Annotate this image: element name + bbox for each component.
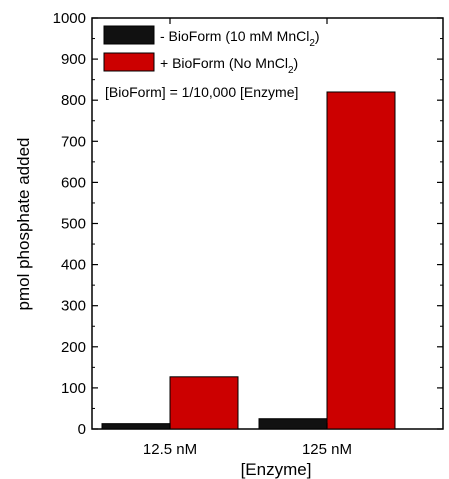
bar-1-2 [258,418,328,430]
legend-label-series-2: + BioForm (No MnCl2) [160,55,298,76]
legend-swatch-series-2 [103,52,155,72]
x-tick-label-1: 12.5 nM [143,441,197,458]
bar-1-1 [101,423,171,430]
legend: - BioForm (10 mM MnCl2) + BioForm (No Mn… [103,25,320,76]
bars-layer [101,91,396,430]
y-tick-label-900: 900 [61,51,86,68]
y-tick-label-600: 600 [61,174,86,191]
y-tick-label-700: 700 [61,133,86,150]
x-axis-title: [Enzyme] [241,460,312,479]
y-tick-label-0: 0 [78,421,86,438]
x-tick-label-2: 125 nM [302,441,352,458]
y-tick-label-100: 100 [61,380,86,397]
y-tick-label-200: 200 [61,339,86,356]
y-tick-label-500: 500 [61,216,86,233]
bar-2-1 [169,376,239,430]
y-axis-title: pmol phosphate added [14,138,33,311]
y-tick-label-1000: 1000 [53,10,86,27]
y-tick-label-300: 300 [61,298,86,315]
ticks-layer: 0 100 200 300 400 500 600 700 800 900 1000 12.5 nM 1… [53,10,443,458]
legend-swatch-series-1 [103,25,155,45]
y-tick-label-400: 400 [61,257,86,274]
legend-label-series-1: - BioForm (10 mM MnCl2) [160,28,320,49]
annotation-text: [BioForm] = 1/10,000 [Enzyme] [105,84,298,100]
y-tick-label-800: 800 [61,92,86,109]
bar-2-2 [326,91,396,430]
